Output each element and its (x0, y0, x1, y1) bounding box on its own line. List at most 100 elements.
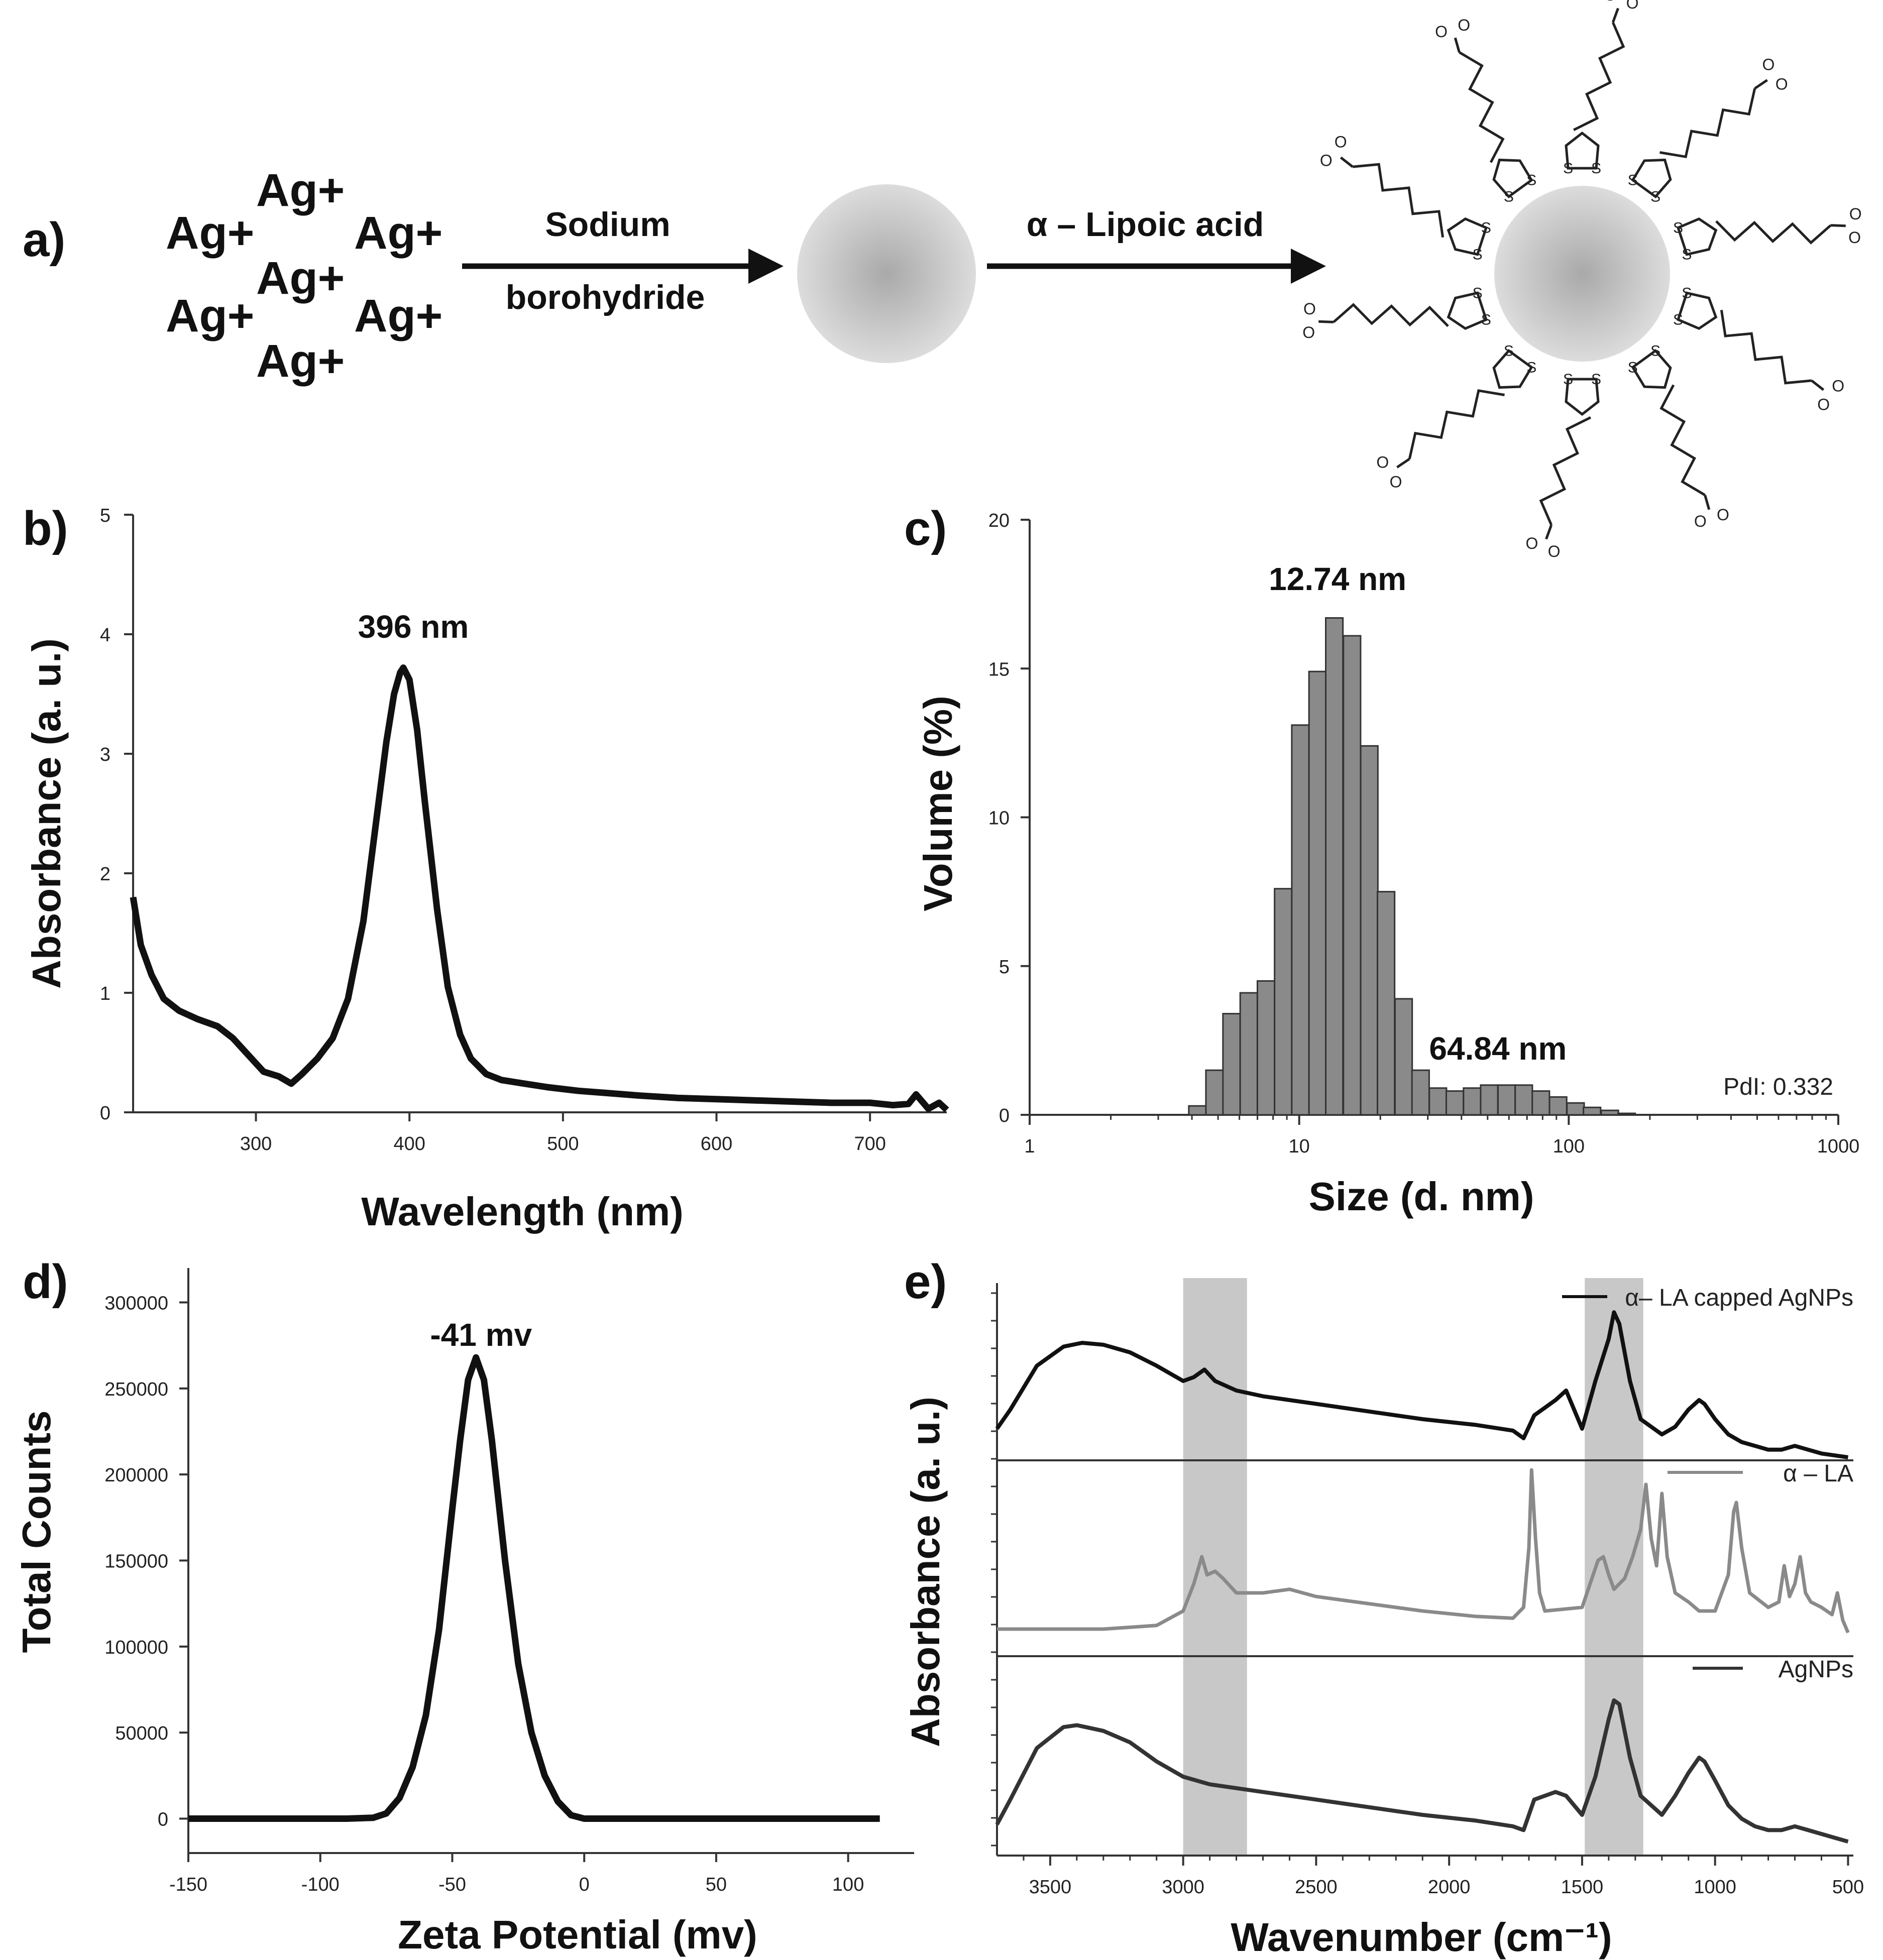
silver-ion: Ag+ (354, 207, 442, 259)
alkyl-chain (1573, 22, 1625, 132)
lipoic-capped-nanoparticle: SSOOSSOOSSOOSSOOSSOOSSOOSSOOSSOOSSOOSSOO (1302, 0, 1861, 560)
carboxyl-bond (1318, 320, 1334, 323)
disulfide-ring (1631, 349, 1672, 389)
carboxyl-bond (1704, 495, 1711, 510)
y-tick-label: 20 (988, 510, 1010, 531)
sulfur-atom: S (1650, 189, 1660, 205)
y-axis-title: Absorbance (a. u.) (24, 638, 69, 989)
x-tick-label: 500 (547, 1133, 579, 1155)
y-tick-label: 200000 (104, 1465, 168, 1486)
zeta-potential-chart: -150 -100 -50 0 50 100 0 50000 100000 150000 20000… (14, 1268, 914, 1957)
peak-annotation: 64.84 nm (1429, 1030, 1567, 1067)
sulfur-atom: S (1673, 219, 1683, 236)
histogram-bar (1188, 1105, 1207, 1116)
arrowhead-icon (748, 249, 784, 284)
histogram-bar (1514, 1084, 1533, 1116)
peak-annotation: 12.74 nm (1269, 561, 1406, 597)
disulfide-ring (1631, 158, 1672, 198)
x-tick-label: 2000 (1428, 1877, 1471, 1898)
y-tick-label: 0 (999, 1105, 1010, 1126)
oxygen-atom: O (1694, 512, 1707, 530)
legend-label: α– LA capped AgNPs (1625, 1285, 1853, 1311)
disulfide-ring (1677, 217, 1718, 256)
oxygen-atom: O (1390, 473, 1402, 491)
size-distribution-chart: 1 10 100 1000 0 5 10 15 20 12.74 nm 64.84 nm PdI: 0… (916, 510, 1859, 1219)
highlight-band (1183, 1278, 1247, 1856)
silver-ion: Ag+ (166, 290, 254, 341)
silver-ion: Ag+ (166, 207, 254, 259)
sulfur-atom: S (1650, 342, 1660, 359)
x-tick-label: -150 (169, 1874, 207, 1895)
x-axis-title: Zeta Potential (mv) (398, 1912, 757, 1957)
y-tick-label: 5 (100, 505, 110, 526)
histogram-bar (1428, 1087, 1448, 1116)
histogram-bar (1617, 1112, 1636, 1116)
oxygen-atom: O (1320, 152, 1333, 170)
disulfide-ring (1492, 158, 1533, 198)
histogram-bar (1548, 1096, 1568, 1116)
oxygen-atom: O (1848, 228, 1861, 247)
carboxyl-bond (1754, 79, 1768, 90)
sulfur-atom: S (1682, 285, 1692, 301)
alkyl-chain (1459, 51, 1505, 163)
silver-nanoparticle (797, 184, 976, 363)
oxygen-atom: O (1849, 205, 1862, 223)
reagent-label-lipoic: α – Lipoic acid (1027, 205, 1264, 244)
histogram-bar (1360, 745, 1379, 1116)
y-tick-label: 0 (100, 1103, 110, 1124)
zeta-distribution-line (188, 1354, 880, 1822)
histogram-bar (1343, 635, 1362, 1116)
sulfur-atom: S (1591, 371, 1601, 388)
x-tick-label: 100 (832, 1874, 864, 1895)
x-tick-label: 2500 (1295, 1877, 1338, 1898)
disulfide-ring (1492, 349, 1533, 389)
y-tick-label: 50000 (115, 1723, 168, 1744)
carboxyl-bond (1340, 156, 1354, 168)
histogram-bar (1376, 891, 1396, 1116)
y-tick-label: 250000 (104, 1379, 168, 1400)
oxygen-atom: O (1817, 395, 1830, 413)
sulfur-atom: S (1563, 371, 1573, 388)
y-tick-label: 1 (100, 983, 110, 1004)
histogram-bar (1497, 1084, 1516, 1116)
legend-label: AgNPs (1779, 1656, 1853, 1683)
silver-ions-group: Ag+ Ag+ Ag+ Ag+ Ag+ Ag+ Ag+ (166, 165, 442, 387)
panel-label-c: c) (904, 502, 947, 555)
x-tick-label: 1000 (1817, 1136, 1860, 1157)
x-tick-label: 50 (706, 1874, 727, 1895)
alkyl-chain (1659, 88, 1756, 159)
oxygen-atom: O (1435, 23, 1448, 41)
alkyl-chain (1352, 163, 1445, 238)
disulfide-ring (1565, 131, 1600, 170)
oxygen-atom: O (1762, 56, 1775, 74)
histogram-bar (1291, 724, 1310, 1116)
y-tick-label: 5 (999, 957, 1010, 978)
silver-nanoparticle (1494, 186, 1670, 362)
y-tick-label: 150000 (104, 1551, 168, 1572)
y-tick-label: 2 (100, 864, 110, 885)
histogram-bar (1239, 992, 1258, 1116)
x-tick-label: 10 (1289, 1136, 1310, 1157)
sulfur-atom: S (1504, 189, 1514, 205)
disulfide-ring (1677, 291, 1718, 330)
oxygen-atom: O (1302, 323, 1315, 341)
alkyl-chain (1408, 389, 1505, 459)
arrowhead-icon (1291, 249, 1326, 284)
x-tick-label: 0 (579, 1874, 590, 1895)
spectrum-line (997, 1468, 1850, 1634)
x-axis-title: Wavelength (nm) (361, 1189, 683, 1234)
alkyl-chain (1715, 220, 1832, 245)
x-tick-label: 700 (854, 1133, 885, 1155)
y-axis-title: Volume (%) (916, 696, 960, 911)
spectrum-line (995, 1310, 1848, 1459)
histogram-bar (1394, 998, 1413, 1116)
reagent-label-top: Sodium (545, 205, 670, 244)
panel-a-scheme: a) Ag+ Ag+ Ag+ Ag+ Ag+ Ag+ Ag+ Sodium bo… (23, 0, 1862, 560)
histogram-bar (1222, 1013, 1241, 1116)
x-tick-label: 400 (393, 1133, 425, 1155)
panel-label-d: d) (23, 1255, 68, 1309)
oxygen-atom: O (1458, 16, 1470, 34)
histogram-bar (1600, 1109, 1619, 1116)
sulfur-atom: S (1481, 219, 1491, 236)
sulfur-atom: S (1591, 160, 1601, 177)
